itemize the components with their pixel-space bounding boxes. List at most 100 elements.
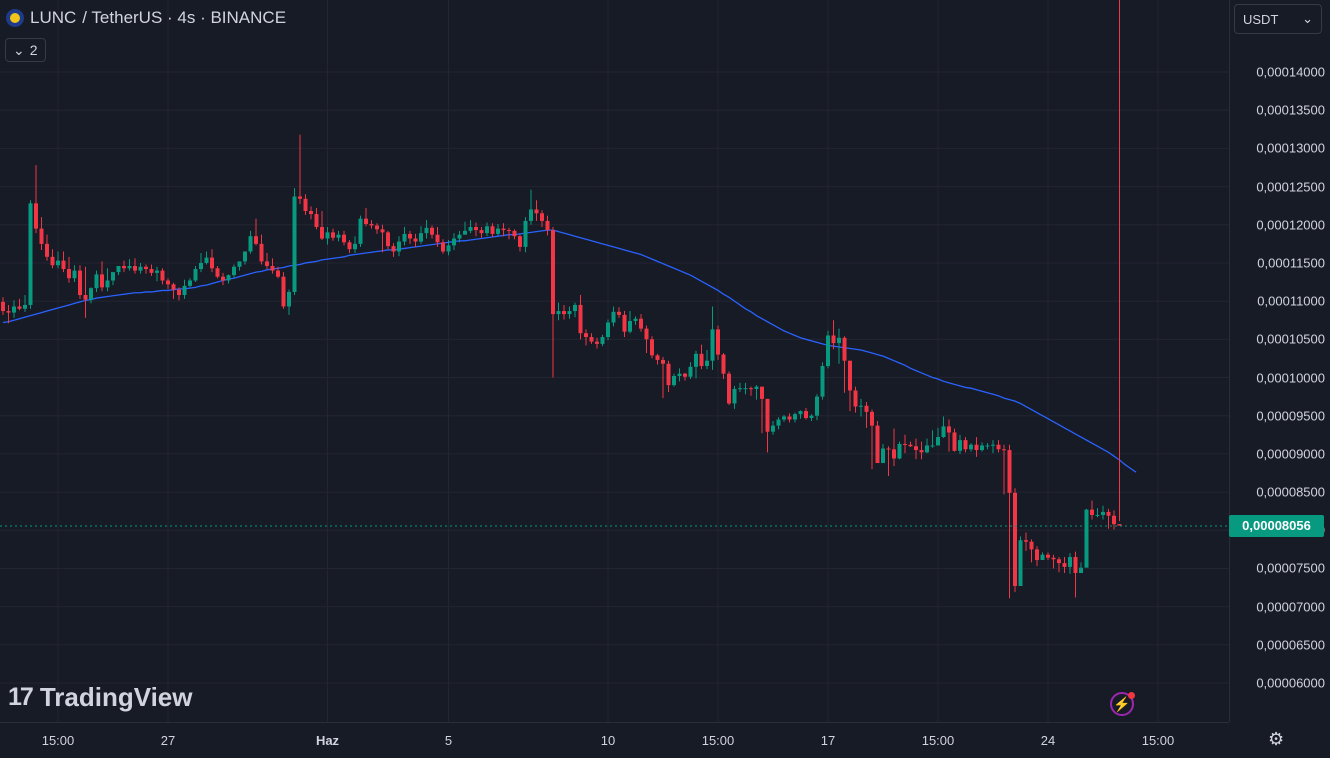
candle bbox=[105, 268, 110, 292]
candle-body bbox=[127, 265, 132, 269]
candle bbox=[798, 410, 803, 419]
candle bbox=[848, 360, 852, 412]
candle bbox=[677, 368, 682, 382]
price-tick-label: 0,00013500 bbox=[1256, 102, 1325, 118]
candle bbox=[100, 261, 104, 292]
candle-body bbox=[897, 443, 902, 459]
candle bbox=[941, 416, 946, 438]
candle bbox=[512, 229, 517, 240]
candle-body bbox=[1035, 549, 1039, 561]
candle bbox=[94, 270, 99, 292]
candle bbox=[793, 412, 797, 423]
candle bbox=[72, 265, 77, 283]
candle bbox=[6, 304, 11, 324]
candle-body bbox=[633, 318, 638, 321]
chart-plot-area[interactable] bbox=[0, 0, 1229, 722]
candle bbox=[875, 421, 880, 464]
candle-body bbox=[958, 440, 962, 451]
candle-body bbox=[468, 227, 473, 231]
candle-body bbox=[677, 373, 682, 376]
settings-icon[interactable]: ⚙ bbox=[1268, 729, 1285, 749]
candle bbox=[265, 253, 269, 270]
candle bbox=[914, 438, 918, 460]
price-axis[interactable]: 0,00006000 0,00006500 0,00007000 0,00007500… bbox=[1229, 0, 1330, 722]
candle bbox=[204, 251, 209, 265]
candle-body bbox=[776, 419, 781, 426]
candle-body bbox=[688, 366, 693, 377]
candle bbox=[567, 306, 572, 319]
candle bbox=[727, 371, 731, 405]
candlestick-chart[interactable] bbox=[0, 0, 1229, 722]
candle-body bbox=[793, 414, 797, 420]
candle bbox=[34, 165, 38, 234]
candle bbox=[12, 300, 16, 318]
time-tick-label: 15:00 bbox=[701, 733, 735, 748]
candle bbox=[380, 224, 385, 253]
flash-icon[interactable]: ⚡ bbox=[1110, 692, 1134, 716]
candle bbox=[336, 230, 341, 242]
candle-body bbox=[204, 257, 209, 263]
candle bbox=[490, 223, 495, 237]
candle-body bbox=[501, 228, 506, 231]
candle-body bbox=[276, 270, 280, 277]
candle-body bbox=[529, 209, 533, 221]
candle-body bbox=[490, 226, 495, 234]
candle-body bbox=[743, 388, 748, 390]
candle-body bbox=[1051, 557, 1056, 560]
candle bbox=[45, 234, 49, 261]
candle bbox=[39, 217, 44, 250]
collapse-indicators-button[interactable]: ⌄ 2 bbox=[5, 38, 46, 62]
candle-body bbox=[991, 444, 995, 446]
candle-body bbox=[248, 236, 253, 252]
candle bbox=[622, 311, 627, 338]
candle bbox=[111, 272, 115, 286]
candle-body bbox=[50, 256, 55, 266]
candle bbox=[644, 325, 649, 354]
candle-body bbox=[683, 373, 687, 377]
candle bbox=[89, 287, 93, 304]
candle-body bbox=[727, 373, 731, 404]
candle bbox=[199, 253, 203, 273]
candle-body bbox=[578, 304, 583, 334]
time-axis[interactable]: 15:00 27 Haz 5 10 15:00 17 15:00 24 15:00 bbox=[0, 722, 1229, 758]
time-tick-label: 15:00 bbox=[1141, 733, 1175, 748]
candle-body bbox=[804, 411, 808, 418]
candle bbox=[309, 206, 313, 220]
candle-body bbox=[1002, 449, 1006, 451]
candle-body bbox=[287, 291, 291, 307]
candle bbox=[639, 314, 643, 332]
candle bbox=[551, 227, 555, 378]
candle-body bbox=[754, 386, 759, 389]
candle-body bbox=[402, 233, 407, 242]
candle-body bbox=[122, 265, 126, 269]
candle bbox=[578, 295, 583, 340]
candle bbox=[221, 272, 225, 286]
candle-body bbox=[1090, 509, 1094, 515]
moving-average-layer bbox=[2, 229, 1137, 473]
candle-body bbox=[435, 234, 440, 243]
candle bbox=[320, 211, 324, 241]
price-tick-label: 0,00011000 bbox=[1257, 293, 1325, 309]
candle-body bbox=[1068, 556, 1072, 567]
candle bbox=[1062, 556, 1067, 574]
candle-body bbox=[699, 353, 704, 367]
moving-average-line bbox=[2, 229, 1137, 473]
candle-body bbox=[221, 276, 225, 281]
candle-body bbox=[1073, 556, 1078, 574]
candle-body bbox=[226, 275, 231, 281]
symbol-header[interactable]: LUNC / TetherUS · 4s · BINANCE bbox=[6, 8, 286, 28]
candle-body bbox=[512, 230, 517, 237]
candle bbox=[155, 266, 159, 282]
candle bbox=[193, 265, 198, 283]
candle bbox=[171, 282, 176, 299]
candle-body bbox=[661, 359, 665, 364]
candle-body bbox=[831, 335, 836, 344]
candle-body bbox=[28, 203, 33, 305]
candle-body bbox=[815, 396, 819, 416]
candle bbox=[144, 264, 148, 274]
candle bbox=[859, 398, 863, 417]
tradingview-label: TradingView bbox=[39, 682, 193, 712]
candle-body bbox=[265, 261, 269, 266]
candle bbox=[650, 336, 654, 359]
currency-select[interactable]: USDT ⌄ bbox=[1234, 4, 1322, 34]
